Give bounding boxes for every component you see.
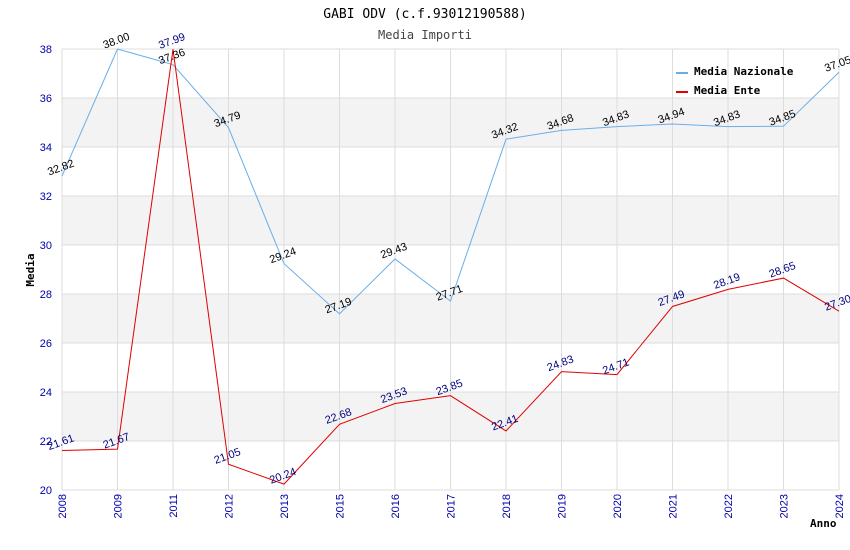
y-axis-label: Media — [24, 253, 37, 286]
x-tick-label: 2020 — [612, 494, 624, 518]
y-tick-label: 28 — [40, 289, 52, 301]
data-label-ente: 21.05 — [212, 446, 242, 467]
data-label-ente: 28.19 — [712, 271, 742, 292]
x-tick-label: 2011 — [168, 494, 180, 518]
y-tick-label: 30 — [40, 240, 52, 252]
y-tick-label: 34 — [40, 142, 52, 154]
x-tick-label: 2022 — [723, 494, 735, 518]
series-line-ente — [61, 49, 840, 485]
y-tick-label: 20 — [40, 485, 52, 497]
data-label-nazionale: 29.24 — [268, 245, 298, 266]
legend: Media Nazionale Media Ente — [676, 65, 794, 97]
y-tick-label: 32 — [40, 191, 52, 203]
legend-label-nazionale: Media Nazionale — [694, 65, 794, 78]
y-axis-ticks: 20 22 24 26 28 30 32 34 36 38 — [40, 44, 52, 497]
x-tick-label: 2013 — [279, 494, 291, 518]
x-tick-label: 2012 — [224, 494, 236, 518]
x-tick-label: 2019 — [557, 494, 569, 518]
y-tick-label: 22 — [40, 436, 52, 448]
series-line-nazionale — [61, 48, 840, 315]
data-label-nazionale: 38.00 — [101, 31, 131, 52]
x-tick-label: 2024 — [834, 494, 846, 518]
data-label-nazionale: 32.82 — [46, 158, 76, 179]
x-tick-label: 2008 — [57, 494, 69, 518]
data-label-ente: 24.83 — [545, 353, 575, 374]
y-tick-label: 36 — [40, 93, 52, 105]
grid-lines — [61, 48, 840, 491]
series-lines — [61, 48, 840, 485]
x-tick-label: 2017 — [446, 494, 458, 518]
data-label-ente: 28.65 — [767, 260, 797, 281]
x-axis-label: Anno — [810, 517, 837, 530]
x-tick-label: 2016 — [390, 494, 402, 518]
x-tick-label: 2018 — [501, 494, 513, 518]
chart-title: GABI ODV (c.f.93012190588) — [323, 7, 527, 22]
x-tick-label: 2009 — [113, 494, 125, 518]
x-tick-label: 2023 — [779, 494, 791, 518]
data-label-nazionale: 37.05 — [823, 54, 850, 75]
y-tick-label: 26 — [40, 338, 52, 350]
x-axis-ticks: 2008 2009 2011 2012 2013 2015 2016 2017 2018 2019… — [57, 494, 846, 518]
data-label-ente: 24.71 — [601, 356, 631, 377]
y-tick-label: 38 — [40, 44, 52, 56]
y-tick-label: 24 — [40, 387, 52, 399]
x-tick-label: 2015 — [335, 494, 347, 518]
chart-subtitle: Media Importi — [378, 28, 472, 42]
x-tick-label: 2021 — [668, 494, 680, 518]
legend-label-ente: Media Ente — [694, 84, 761, 97]
